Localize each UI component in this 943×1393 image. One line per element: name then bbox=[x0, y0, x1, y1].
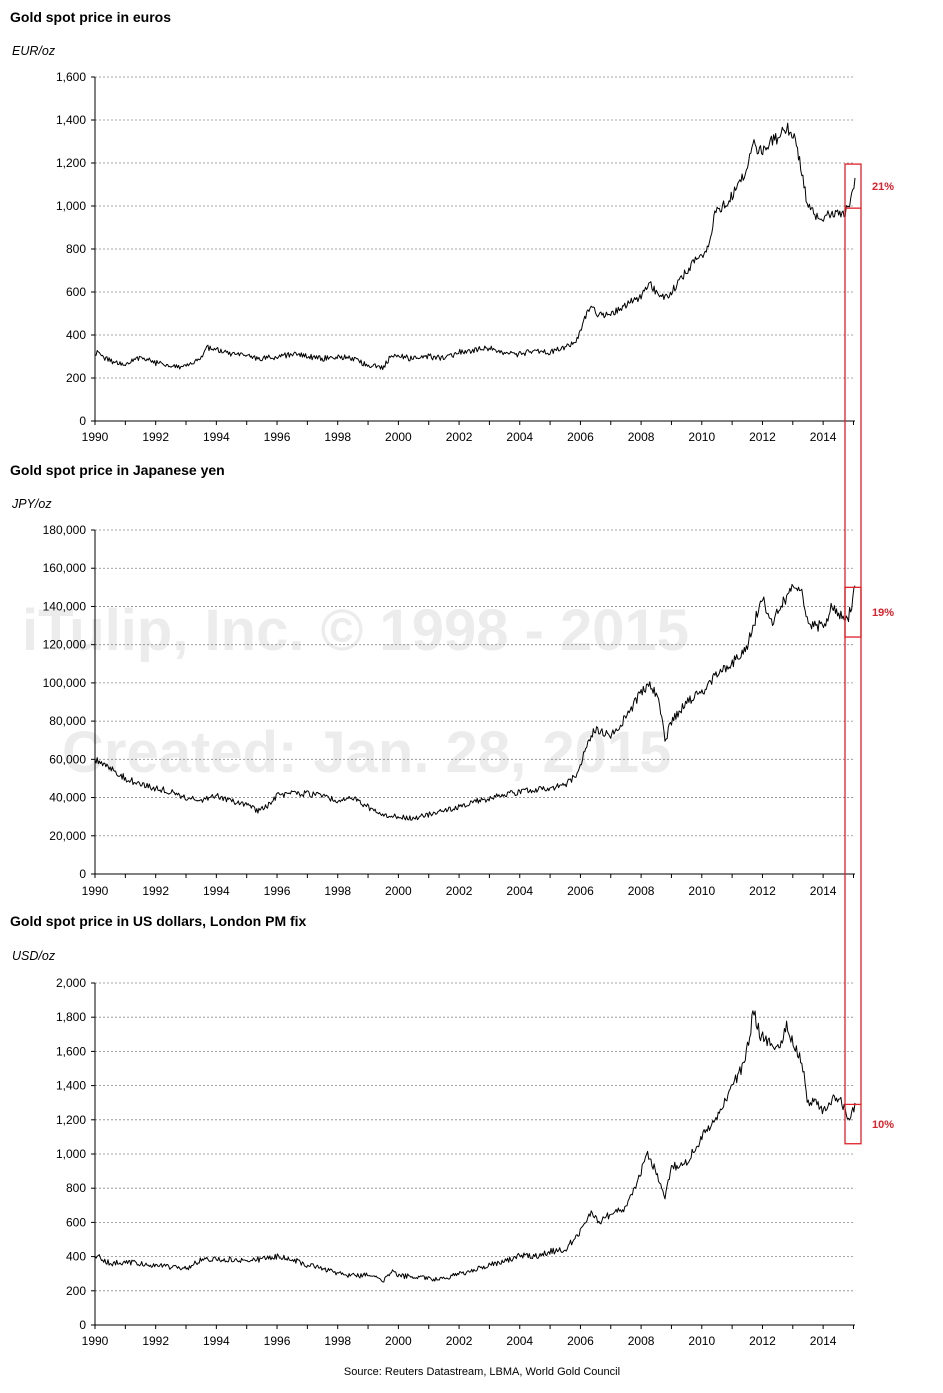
y-axis-unit-label: JPY/oz bbox=[11, 497, 52, 511]
x-tick-label: 1990 bbox=[82, 430, 109, 444]
series-line bbox=[94, 122, 856, 371]
x-tick-label: 2012 bbox=[749, 884, 776, 898]
watermark-line-1: iTulip, Inc. © 1998 - 2015 bbox=[22, 598, 689, 663]
x-tick-label: 2014 bbox=[810, 1334, 837, 1348]
chart-title: Gold spot price in euros bbox=[10, 9, 171, 25]
x-tick-label: 2000 bbox=[385, 884, 412, 898]
x-tick-label: 1994 bbox=[203, 430, 230, 444]
x-tick-label: 2002 bbox=[446, 884, 473, 898]
x-tick-label: 2002 bbox=[446, 430, 473, 444]
x-tick-label: 2008 bbox=[628, 884, 655, 898]
y-tick-label: 1,000 bbox=[56, 199, 86, 213]
change-box-3 bbox=[844, 1103, 862, 1145]
x-tick-label: 1992 bbox=[142, 884, 169, 898]
x-tick-label: 2012 bbox=[749, 430, 776, 444]
watermark-line-2: Created: Jan. 28, 2015 bbox=[62, 720, 671, 785]
y-axis-unit-label: EUR/oz bbox=[12, 44, 56, 58]
change-label-1: 21% bbox=[872, 181, 894, 193]
y-tick-label: 600 bbox=[66, 285, 86, 299]
chart-title: Gold spot price in US dollars, London PM… bbox=[10, 913, 307, 929]
chart-panel-3: Gold spot price in US dollars, London PM… bbox=[10, 913, 856, 1348]
y-tick-label: 400 bbox=[66, 1250, 86, 1264]
x-tick-label: 2006 bbox=[567, 430, 594, 444]
y-tick-label: 200 bbox=[66, 371, 86, 385]
chart-panel-2: Gold spot price in Japanese yen JPY/oz 0 20… bbox=[10, 462, 856, 898]
y-tick-label: 100,000 bbox=[43, 676, 87, 690]
y-tick-label: 80,000 bbox=[49, 714, 86, 728]
y-axis-unit-label: USD/oz bbox=[12, 949, 56, 963]
y-tick-label: 60,000 bbox=[49, 752, 86, 766]
y-tick-label: 600 bbox=[66, 1215, 86, 1229]
charts-layer: Gold spot price in eurosEUR/oz0200400600… bbox=[10, 9, 856, 1348]
x-tick-label: 1992 bbox=[142, 1334, 169, 1348]
y-tick-label: 20,000 bbox=[49, 829, 86, 843]
x-tick-label: 2010 bbox=[688, 1334, 715, 1348]
watermark: iTulip, Inc. © 1998 - 2015 Created: Jan.… bbox=[22, 598, 689, 785]
y-tick-label: 0 bbox=[79, 414, 86, 428]
x-tick-label: 2008 bbox=[628, 1334, 655, 1348]
x-tick-label: 2012 bbox=[749, 1334, 776, 1348]
chart-panel-1: Gold spot price in euros EUR/oz 0 200 400 600… bbox=[10, 9, 856, 444]
y-tick-label: 1,200 bbox=[56, 156, 86, 170]
x-tick-label: 1996 bbox=[264, 1334, 291, 1348]
x-tick-label: 1994 bbox=[203, 884, 230, 898]
x-tick-label: 2010 bbox=[688, 430, 715, 444]
x-tick-label: 1990 bbox=[82, 1334, 109, 1348]
y-tick-label: 800 bbox=[66, 242, 86, 256]
y-tick-label: 400 bbox=[66, 328, 86, 342]
y-tick-label: 160,000 bbox=[43, 561, 87, 575]
y-tick-label: 800 bbox=[66, 1181, 86, 1195]
y-tick-label: 2,000 bbox=[56, 976, 86, 990]
x-tick-label: 2014 bbox=[810, 430, 837, 444]
x-tick-label: 2004 bbox=[506, 430, 533, 444]
y-tick-label: 1,400 bbox=[56, 1079, 86, 1093]
x-tick-label: 1992 bbox=[142, 430, 169, 444]
series-line bbox=[94, 1010, 856, 1283]
change-box-1 bbox=[844, 163, 862, 209]
x-tick-label: 1996 bbox=[264, 430, 291, 444]
x-tick-label: 1996 bbox=[264, 884, 291, 898]
y-tick-label: 40,000 bbox=[49, 791, 86, 805]
y-tick-label: 1,200 bbox=[56, 1113, 86, 1127]
y-tick-label: 1,400 bbox=[56, 113, 86, 127]
x-tick-label: 2000 bbox=[385, 1334, 412, 1348]
series-line bbox=[94, 583, 856, 821]
percent-change-overlay: 21% 19% 10% bbox=[844, 163, 894, 1145]
change-label-2: 19% bbox=[872, 607, 894, 619]
x-tick-label: 2008 bbox=[628, 430, 655, 444]
x-tick-label: 2014 bbox=[810, 884, 837, 898]
chart-title: Gold spot price in Japanese yen bbox=[10, 462, 225, 478]
x-tick-label: 1998 bbox=[324, 884, 351, 898]
y-tick-label: 200 bbox=[66, 1284, 86, 1298]
x-tick-label: 2006 bbox=[567, 884, 594, 898]
y-tick-label: 1,000 bbox=[56, 1147, 86, 1161]
y-tick-label: 1,600 bbox=[56, 1044, 86, 1058]
x-tick-label: 2004 bbox=[506, 884, 533, 898]
x-tick-label: 1998 bbox=[324, 430, 351, 444]
y-tick-label: 120,000 bbox=[43, 638, 87, 652]
x-tick-label: 1994 bbox=[203, 1334, 230, 1348]
change-label-3: 10% bbox=[872, 1119, 894, 1131]
y-tick-label: 140,000 bbox=[43, 599, 87, 613]
y-tick-label: 1,600 bbox=[56, 70, 86, 84]
x-tick-label: 2006 bbox=[567, 1334, 594, 1348]
x-tick-label: 1990 bbox=[82, 884, 109, 898]
x-tick-label: 2000 bbox=[385, 430, 412, 444]
x-tick-label: 1998 bbox=[324, 1334, 351, 1348]
y-tick-label: 1,800 bbox=[56, 1010, 86, 1024]
y-tick-label: 0 bbox=[79, 1318, 86, 1332]
y-tick-label: 180,000 bbox=[43, 523, 87, 537]
y-tick-label: 0 bbox=[79, 867, 86, 881]
x-tick-label: 2010 bbox=[688, 884, 715, 898]
x-tick-label: 2002 bbox=[446, 1334, 473, 1348]
source-note: Source: Reuters Datastream, LBMA, World … bbox=[344, 1366, 620, 1378]
x-tick-label: 2004 bbox=[506, 1334, 533, 1348]
